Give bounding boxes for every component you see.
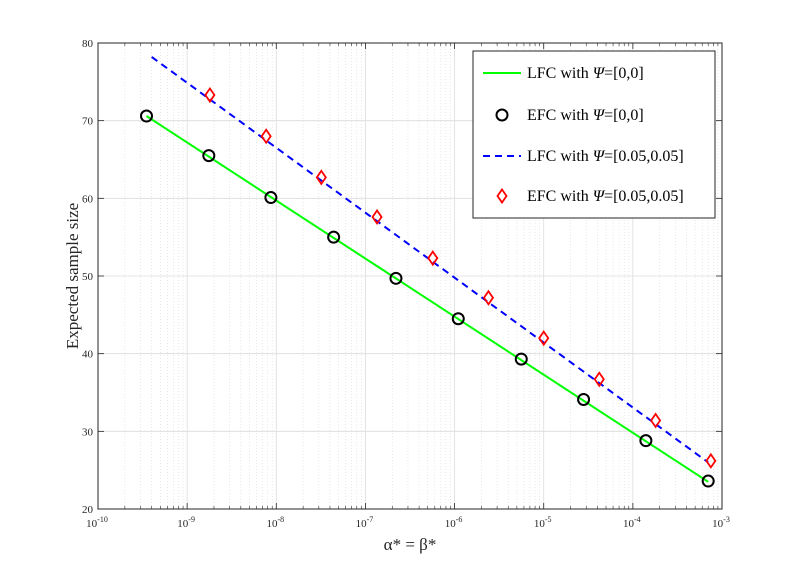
efc-psi-0-marker — [202, 149, 216, 163]
efc-psi-005-marker — [260, 128, 272, 145]
y-tick-label: 60 — [82, 193, 94, 205]
legend-swatch-circle — [495, 108, 509, 122]
series-line-lfc-psi-005 — [151, 56, 709, 464]
legend-label: LFC with Ψ=[0.05,0.05] — [527, 148, 684, 165]
efc-psi-0-marker — [577, 392, 591, 406]
legend: LFC with Ψ=[0,0] EFC with Ψ=[0,0] LFC with… — [472, 50, 716, 219]
efc-psi-005-marker — [705, 452, 717, 469]
y-tick-label: 30 — [82, 426, 94, 438]
x-tick-label: 10-7 — [356, 515, 374, 530]
axis-ticks — [97, 42, 723, 510]
legend-label: EFC with Ψ=[0.05,0.05] — [527, 188, 684, 205]
x-tick-label: 10-9 — [177, 515, 195, 530]
y-axis-title: Expected sample size — [63, 203, 82, 349]
efc-psi-005-marker — [538, 330, 550, 347]
efc-psi-0-marker — [389, 271, 403, 285]
efc-psi-0-marker — [701, 474, 715, 488]
efc-psi-0-marker — [451, 312, 465, 326]
efc-psi-005-marker — [427, 250, 439, 267]
efc-psi-0-marker — [264, 191, 278, 205]
x-tick-label: 10-5 — [534, 515, 552, 530]
efc-psi-0-marker — [514, 352, 528, 366]
legend-label: EFC with Ψ=[0,0] — [527, 107, 644, 124]
efc-psi-0-marker — [139, 109, 153, 123]
x-tick-label: 10-6 — [445, 515, 463, 530]
legend-box — [472, 50, 716, 219]
legend-label: LFC with Ψ=[0,0] — [527, 65, 644, 82]
x-tick-labels: 10-10 10-9 10-8 10-7 10-6 10-5 10-4 10-3 — [86, 515, 730, 530]
series-layer — [139, 56, 717, 488]
efc-psi-005-marker — [650, 412, 662, 429]
y-tick-label: 70 — [82, 116, 94, 128]
series-line-lfc-psi-0 — [145, 115, 709, 483]
y-tick-labels: 20 30 40 50 60 70 80 — [82, 38, 94, 516]
x-tick-label: 10-10 — [86, 515, 108, 530]
legend-swatch-diamond — [496, 187, 508, 205]
efc-psi-005-marker — [371, 208, 383, 226]
efc-psi-0-marker — [327, 230, 341, 244]
x-tick-label: 10-3 — [712, 515, 730, 530]
efc-psi-005-marker — [204, 86, 216, 104]
y-tick-label: 20 — [82, 504, 94, 516]
x-tick-label: 10-4 — [623, 515, 641, 530]
efc-psi-0-marker — [639, 434, 653, 448]
y-tick-label: 50 — [82, 271, 94, 283]
y-tick-label: 40 — [82, 349, 94, 361]
efc-psi-005-marker — [315, 169, 327, 186]
x-axis-title: α* = β* — [384, 535, 437, 554]
x-tick-label: 10-8 — [266, 515, 284, 530]
efc-psi-005-marker — [593, 371, 605, 388]
efc-psi-005-marker — [482, 289, 495, 306]
y-tick-label: 80 — [82, 38, 94, 50]
